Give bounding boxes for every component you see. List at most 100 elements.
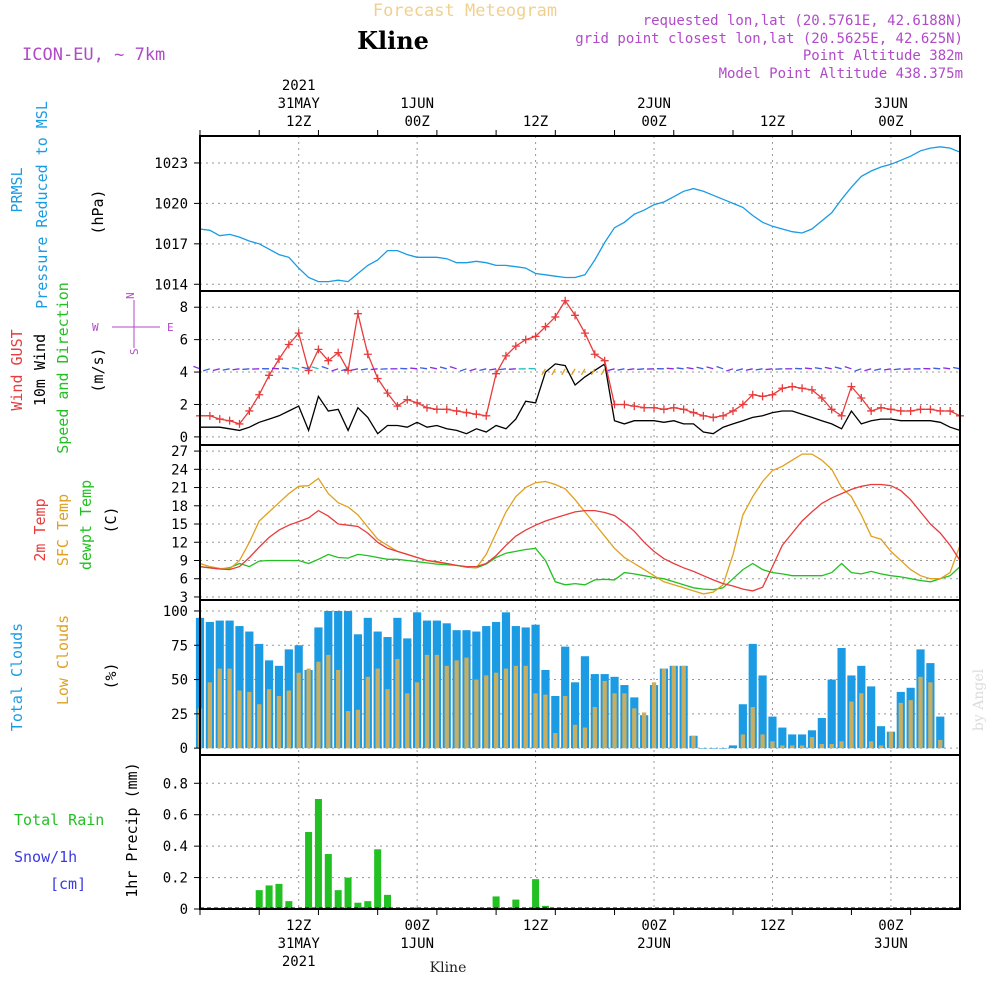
gust-marker <box>620 400 629 409</box>
low-cloud-bar <box>918 676 923 749</box>
low-cloud-bar <box>622 693 627 749</box>
gust-marker <box>403 395 412 404</box>
pressure-unit: (hPa) <box>89 189 107 234</box>
compass-e: E <box>167 321 174 334</box>
temp-frame <box>199 444 961 601</box>
total-cloud-bar <box>936 716 945 749</box>
bottom-time-label: 12Z <box>760 918 785 934</box>
low-cloud-bar <box>217 668 222 749</box>
wind-direction-arrow <box>242 368 250 371</box>
low-cloud-bar <box>533 693 538 749</box>
wind-direction-arrow <box>765 368 773 371</box>
clouds-ytick-label: 100 <box>163 604 188 620</box>
rain-bar <box>344 877 352 909</box>
wind-direction-arrow <box>864 368 872 372</box>
gust-marker <box>926 405 935 414</box>
gust-marker <box>383 389 392 398</box>
clouds-unit: (%) <box>102 662 120 689</box>
rain-bar <box>374 849 382 909</box>
total-cloud-bar <box>867 686 876 749</box>
data-layer <box>193 146 964 909</box>
bottom-time-label: 12Z <box>523 918 548 934</box>
gust-marker <box>798 384 807 393</box>
gust-marker <box>827 405 836 414</box>
gust-marker <box>571 311 580 320</box>
low-cloud-bar <box>928 682 933 749</box>
gust-marker <box>758 392 767 401</box>
low-cloud-bar <box>671 665 676 749</box>
low-cloud-bar <box>306 668 311 749</box>
wind10m-line <box>200 362 961 435</box>
gust-marker <box>689 408 698 417</box>
temp-label-2: SFC Temp <box>54 494 72 566</box>
clouds-ytick-label: 75 <box>171 638 188 654</box>
wind-direction-arrow <box>459 368 467 372</box>
wind-ytick-label: 8 <box>180 300 188 316</box>
gust-marker <box>235 419 244 428</box>
total-cloud-bar <box>255 643 264 749</box>
low-cloud-bar <box>424 654 430 749</box>
gust-marker <box>728 406 737 415</box>
low-cloud-bar <box>691 735 696 749</box>
gust-marker <box>946 406 955 415</box>
low-cloud-bar <box>582 727 588 749</box>
gust-marker <box>679 405 688 414</box>
gust-marker <box>551 312 560 321</box>
low-cloud-bar <box>237 690 242 749</box>
wind-direction-arrow <box>222 368 230 371</box>
low-cloud-bar <box>799 745 805 749</box>
super-title: Forecast Meteogram <box>373 1 557 21</box>
wind-ytick-label: 4 <box>180 365 188 381</box>
top-time-label: 3JUN <box>874 96 908 112</box>
low-cloud-bar <box>849 701 854 749</box>
gust-marker <box>462 408 471 417</box>
rain-bar <box>364 901 372 909</box>
compass-w: W <box>92 321 99 334</box>
precip-ytick-label: 0.2 <box>163 871 188 887</box>
low-cloud-bar <box>563 696 568 749</box>
total-cloud-bar <box>719 748 728 749</box>
top-time-label: 2021 <box>282 78 316 94</box>
gust-marker <box>788 382 797 391</box>
gust-marker <box>630 402 639 411</box>
top-time-label: 1JUN <box>400 96 434 112</box>
gust-marker <box>738 400 747 409</box>
rain-bar <box>275 883 283 909</box>
gust-marker <box>393 402 402 411</box>
gust-marker <box>857 393 866 402</box>
top-time-label: 00Z <box>878 114 903 130</box>
watermark: by Angel <box>971 668 987 731</box>
pressure-label-1: PRMSL <box>8 167 26 212</box>
wind-direction-arrow <box>551 368 556 376</box>
wind-panel-labels: Wind GUST 10m Wind Speed and Direction (… <box>8 282 174 454</box>
clouds-ytick-label: 0 <box>180 741 188 757</box>
total-cloud-bar <box>343 610 353 749</box>
dewpt-line <box>199 547 961 591</box>
precip-frame <box>199 754 961 910</box>
grid-layer <box>200 136 960 910</box>
rain-bar <box>492 896 500 909</box>
low-cloud-bar <box>365 676 370 749</box>
wind-direction-arrow <box>735 368 744 372</box>
compass-s: S <box>128 348 141 355</box>
pressure-ytick-label: 1023 <box>154 156 188 172</box>
low-cloud-bar <box>375 668 380 749</box>
low-cloud-bar <box>336 669 341 749</box>
low-cloud-bar <box>602 680 607 749</box>
wind-direction-arrow <box>874 368 882 372</box>
pressure-label-2: Pressure Reduced to MSL <box>33 101 51 309</box>
info-line-2: grid point closest lon,lat (20.5625E, 42… <box>575 31 963 47</box>
gust-marker <box>906 406 915 415</box>
total-cloud-bar <box>827 679 836 749</box>
low-cloud-bar <box>207 682 213 749</box>
wind-direction-arrow <box>627 368 635 371</box>
gust-marker <box>215 415 224 424</box>
wind-direction-arrow <box>933 367 941 370</box>
total-cloud-bar <box>778 727 787 749</box>
gust-marker <box>442 405 451 414</box>
wind-label-2: 10m Wind <box>31 334 49 406</box>
gust-marker <box>304 366 313 375</box>
wind-direction-arrow <box>844 366 852 370</box>
low-cloud-bar <box>661 668 667 749</box>
gust-marker <box>778 384 787 393</box>
